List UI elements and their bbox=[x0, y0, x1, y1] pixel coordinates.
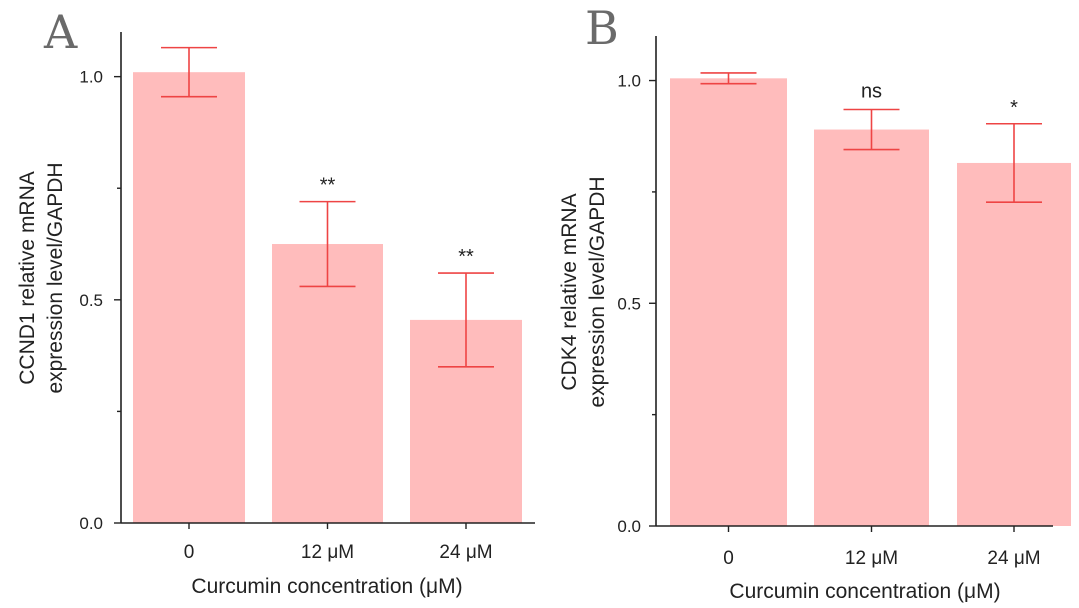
panel-a-bar-1 bbox=[272, 244, 383, 524]
panel-b-ytick-label-1: 0.5 bbox=[617, 294, 641, 313]
panel-a-ylabel-line2: expression level/GAPDH bbox=[44, 162, 67, 393]
panel-a-plot: 0 ** 12 μM ** 24 μM 0.0 0.5 1.0 bbox=[79, 32, 535, 563]
panel-a-label: A bbox=[43, 5, 78, 59]
panel-a-ytick-label-0: 0.0 bbox=[79, 514, 103, 533]
panel-b-ylabel-line2: expression level/GAPDH bbox=[586, 176, 609, 407]
panel-a-error-bar-2 bbox=[438, 272, 494, 368]
panel-b-error-bar-2 bbox=[986, 122, 1042, 203]
panel-b-xlabel: Curcumin concentration (μM) bbox=[729, 580, 1000, 603]
panel-b-error-bar-1 bbox=[843, 108, 900, 151]
panel-a-category-label-0: 0 bbox=[184, 542, 195, 563]
panel-a-ylabel-line1: CCND1 relative mRNA bbox=[16, 171, 39, 385]
panel-a-significance-1: ** bbox=[320, 175, 336, 197]
panel-a-ytick-label-1: 0.5 bbox=[79, 291, 103, 310]
panel-b-plot: 0 ns 12 μM * 24 μM 0.0 0.5 1.0 bbox=[617, 36, 1071, 569]
panel-a-xlabel: Curcumin concentration (μM) bbox=[191, 575, 462, 598]
panel-a: A 0 ** 12 μM ** 24 μM 0.0 0.5 1.0 CCND1 relativ… bbox=[16, 5, 535, 598]
panel-b-bar-2 bbox=[957, 162, 1071, 527]
panel-b-bar-0 bbox=[670, 78, 787, 527]
panel-b-category-label-2: 24 μM bbox=[987, 548, 1040, 569]
panel-a-bar-0 bbox=[133, 72, 245, 523]
panel-b-category-label-1: 12 μM bbox=[845, 548, 898, 569]
panel-b-ytick-label-2: 1.0 bbox=[617, 72, 641, 91]
panel-a-error-bar-0 bbox=[161, 46, 217, 98]
panel-a-category-label-2: 24 μM bbox=[439, 542, 492, 563]
panel-b: B 0 ns 12 μM * 24 μM 0.0 0.5 1.0 CDK4 relative … bbox=[558, 1, 1071, 603]
panel-a-error-bar-1 bbox=[299, 200, 356, 288]
panel-a-ytick-label-2: 1.0 bbox=[79, 68, 103, 87]
panel-b-ylabel-line1: CDK4 relative mRNA bbox=[558, 193, 581, 390]
panel-b-label: B bbox=[585, 1, 619, 55]
panel-b-error-bar-0 bbox=[700, 72, 757, 85]
panel-b-ytick-label-0: 0.0 bbox=[617, 517, 641, 536]
panel-b-bar-1 bbox=[814, 129, 929, 526]
panel-a-significance-2: ** bbox=[458, 246, 474, 268]
panel-b-category-label-0: 0 bbox=[723, 548, 734, 569]
panel-b-significance-1: ns bbox=[861, 81, 882, 103]
panel-a-category-label-1: 12 μM bbox=[301, 542, 354, 563]
panel-b-significance-2: * bbox=[1010, 97, 1018, 119]
